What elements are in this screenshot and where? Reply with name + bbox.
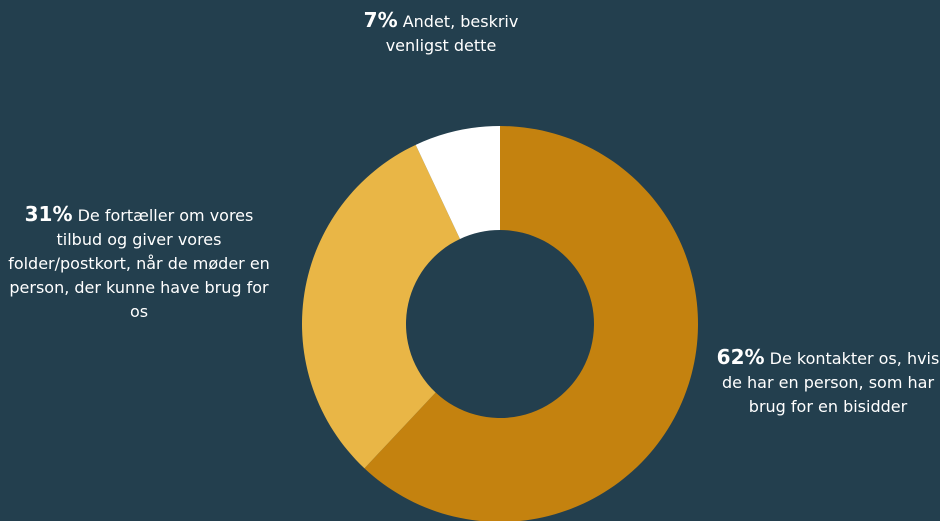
- slice-label: 7% Andet, beskriv venligst dette: [360, 8, 522, 58]
- percent-label: 31%: [24, 202, 73, 226]
- donut-slice: [415, 126, 500, 239]
- category-label: De fortæller om vores tilbud og giver vo…: [8, 206, 270, 321]
- percent-label: 7%: [363, 8, 398, 32]
- percent-label: 62%: [716, 345, 765, 369]
- category-label: Andet, beskriv venligst dette: [385, 12, 519, 55]
- donut-slice: [302, 144, 460, 469]
- slice-label: 62% De kontakter os, hvis de har en pers…: [715, 345, 940, 419]
- category-label: De kontakter os, hvis de har en person, …: [721, 349, 940, 416]
- donut-slice: [364, 126, 698, 521]
- slice-label: 31% De fortæller om vores tilbud og give…: [3, 202, 275, 324]
